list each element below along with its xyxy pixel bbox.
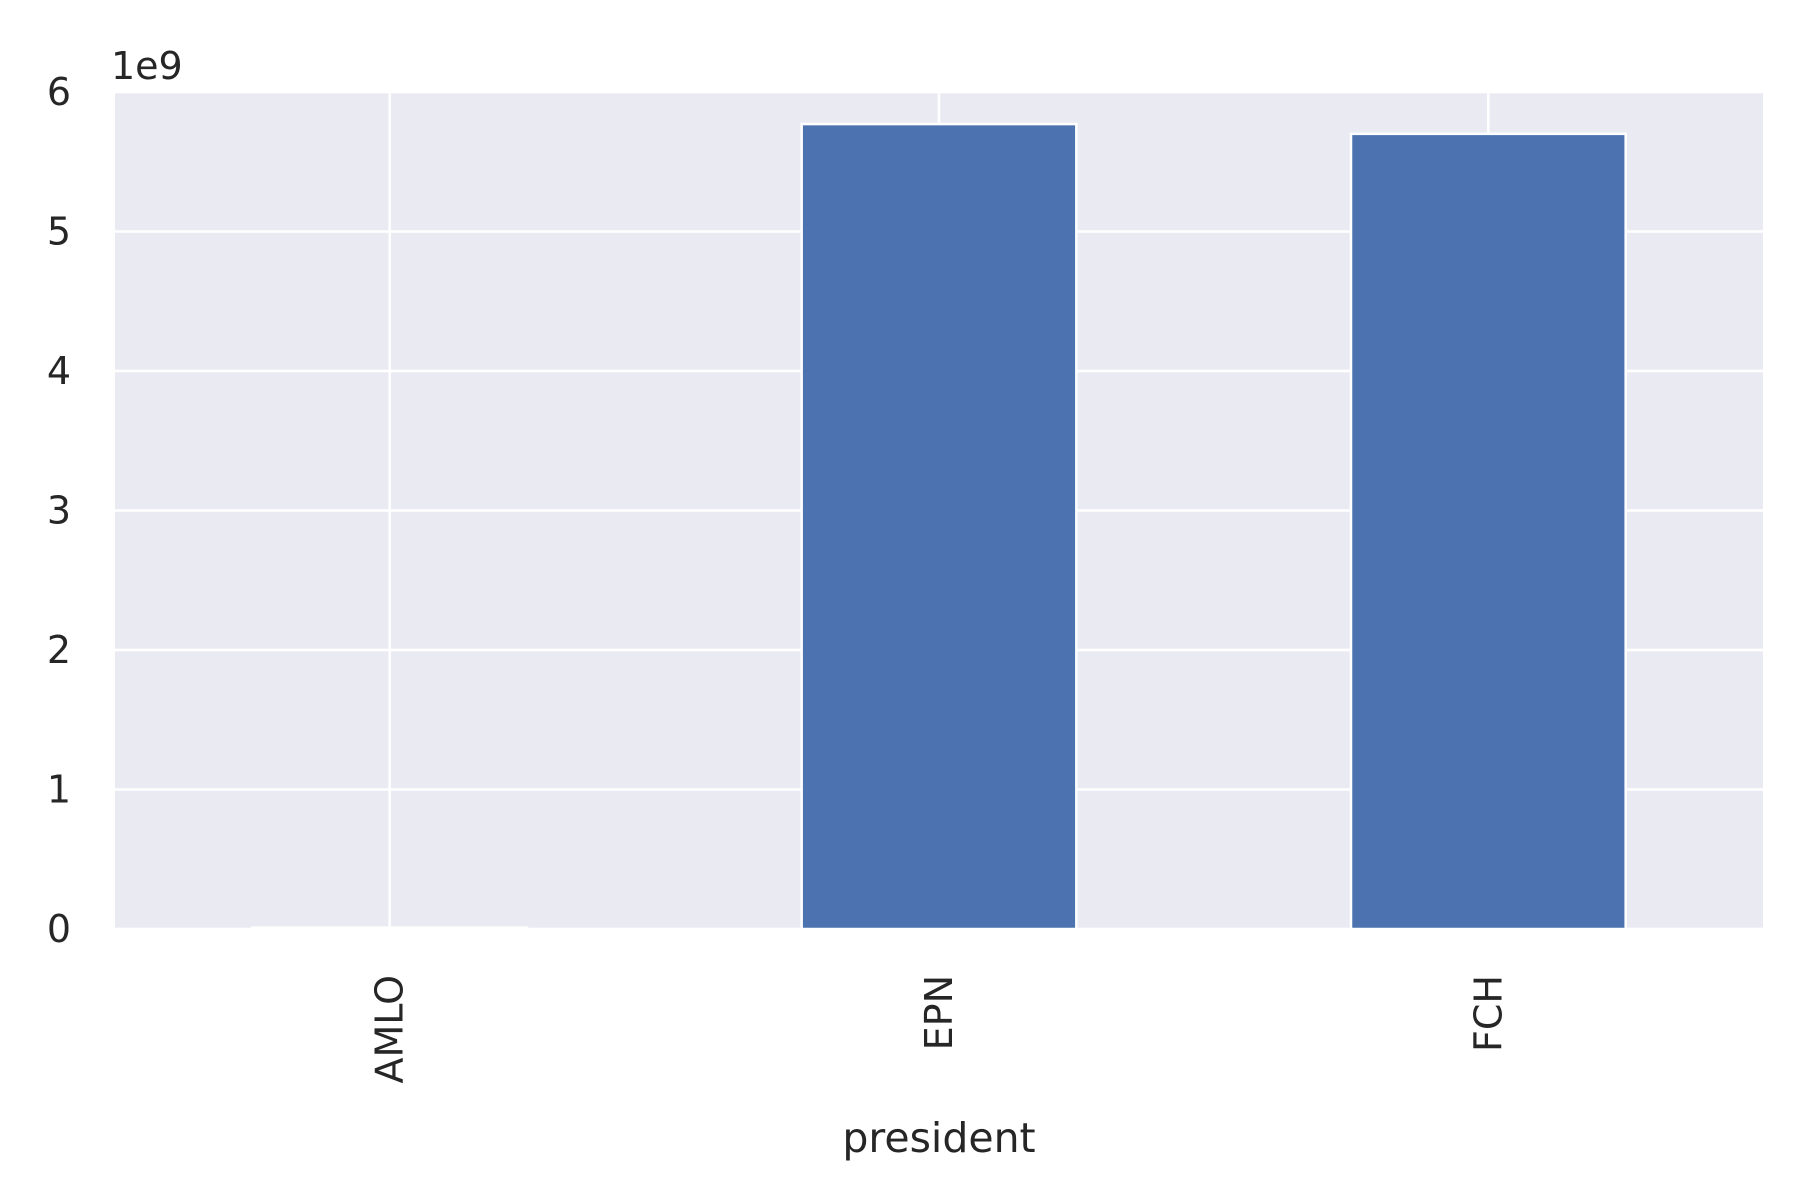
y-tick-label: 3 [47, 489, 71, 533]
bar-amlo [251, 926, 529, 931]
y-tick-label: 6 [47, 70, 71, 114]
y-tick-label: 5 [47, 210, 71, 254]
y-offset-label: 1e9 [111, 44, 183, 88]
x-tick-label: EPN [917, 975, 961, 1050]
bars [251, 122, 1627, 931]
bar-fch [1349, 132, 1627, 931]
x-axis-title: president [842, 1114, 1035, 1162]
y-tick-label: 0 [47, 907, 71, 951]
bar-epn [800, 122, 1078, 931]
y-tick-label: 4 [47, 349, 71, 393]
y-tick-label: 1 [47, 768, 71, 812]
x-tick-label: FCH [1466, 975, 1510, 1052]
x-tick-labels: AMLO EPN FCH [368, 975, 1511, 1084]
y-tick-label: 2 [47, 628, 71, 672]
x-tick-label: AMLO [368, 975, 412, 1084]
y-tick-labels: 0 1 2 3 4 5 6 [47, 70, 71, 951]
